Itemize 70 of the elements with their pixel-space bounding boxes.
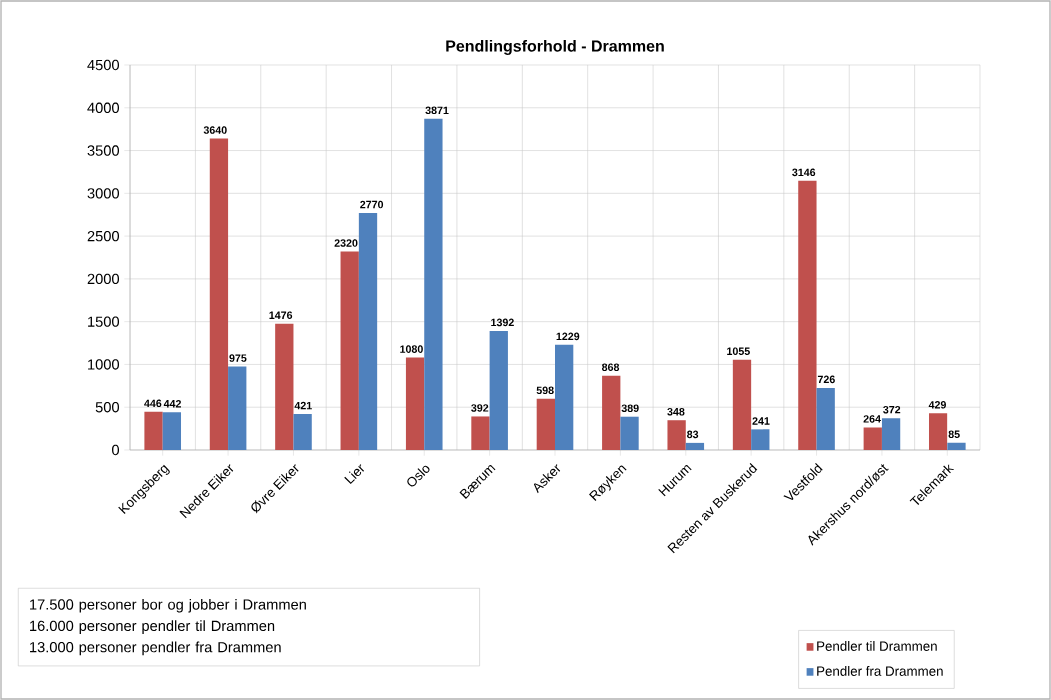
bar [489, 330, 508, 450]
data-label: 446 [144, 399, 162, 408]
bar [228, 366, 247, 450]
bar [144, 411, 163, 450]
bar [947, 442, 966, 450]
bar [667, 420, 686, 450]
data-label: 1476 [269, 311, 293, 319]
bar [751, 429, 770, 450]
text: 16.000 personer pendler til Drammen [30, 620, 275, 634]
data-label: 598 [536, 386, 554, 395]
bar [881, 418, 901, 450]
bar [162, 412, 182, 450]
bar [424, 118, 443, 450]
y-tick-label: 3500 [87, 145, 120, 156]
data-label: 241 [752, 417, 770, 425]
data-label: 389 [621, 404, 639, 412]
data-label: 3146 [792, 168, 816, 177]
bar [602, 375, 621, 450]
data-label: 2770 [360, 200, 384, 209]
text: 17.500 personer bor og jobber i Drammen [30, 598, 306, 613]
bar [405, 357, 425, 450]
data-label: 975 [229, 354, 247, 362]
data-label: 85 [948, 430, 960, 439]
data-label: 421 [294, 401, 312, 410]
data-label: 348 [667, 407, 685, 416]
data-label: 264 [863, 415, 881, 423]
bar [816, 387, 835, 450]
x-tick-label: Oslo [407, 465, 430, 487]
bar [358, 213, 378, 450]
data-label: 83 [687, 430, 699, 439]
bar [555, 344, 574, 450]
y-tick-label: 1000 [88, 359, 120, 370]
y-tick-label: 4000 [87, 102, 120, 113]
bar [536, 398, 555, 450]
bar [685, 442, 705, 450]
data-label: 2320 [334, 239, 358, 247]
bar [471, 416, 490, 450]
data-label: 392 [471, 404, 489, 412]
bar [275, 323, 294, 450]
y-tick-label: 2500 [87, 230, 120, 242]
bar [863, 427, 882, 450]
bar [293, 413, 312, 450]
x-tick-label: Lier [344, 464, 365, 485]
bar [929, 413, 948, 450]
data-label: 726 [817, 375, 835, 384]
y-tick-label: 500 [95, 402, 120, 413]
y-tick-label: 0 [112, 444, 120, 456]
bar [209, 138, 229, 450]
data-label: 3871 [425, 106, 449, 115]
legend-label: Pendler fra Drammen [817, 666, 943, 676]
data-label: 372 [883, 405, 901, 414]
chart-title: Pendlingsforhold - Drammen [446, 39, 664, 55]
data-label: 1055 [727, 347, 750, 356]
data-label: 1080 [400, 345, 423, 353]
data-label: 3640 [203, 126, 227, 134]
bar [620, 416, 639, 450]
y-tick-label: 1500 [88, 316, 120, 327]
data-label: 1229 [556, 332, 580, 341]
bar [798, 180, 817, 450]
data-label: 442 [163, 400, 181, 408]
y-tick-label: 4500 [87, 59, 120, 71]
text: 13.000 personer pendler fra Drammen [30, 641, 281, 656]
y-tick-label: 2000 [87, 273, 120, 285]
bar [732, 359, 752, 450]
data-label: 1392 [491, 318, 514, 327]
data-label: 429 [928, 401, 946, 409]
y-tick-label: 3000 [87, 188, 120, 199]
legend-label: Pendler til Drammen [817, 641, 937, 651]
bar [340, 251, 359, 450]
data-label: 868 [601, 363, 620, 372]
